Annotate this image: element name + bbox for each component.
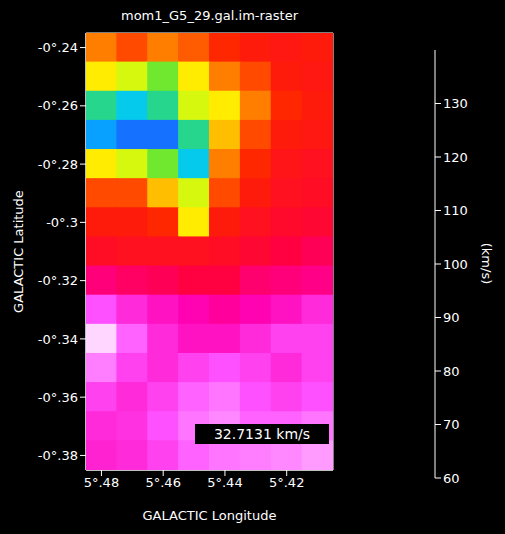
svg-text:-0°.38: -0°.38 — [38, 448, 78, 463]
svg-text:-0°.36: -0°.36 — [38, 390, 78, 405]
svg-text:60: 60 — [443, 471, 460, 486]
svg-text:130: 130 — [443, 96, 468, 111]
svg-text:5°.46: 5°.46 — [145, 475, 180, 490]
svg-text:90: 90 — [443, 310, 460, 325]
svg-text:5°.48: 5°.48 — [84, 475, 119, 490]
html-text:mom1_G5_29.gal.im-raster: mom1_G5_29.gal.im-raster — [121, 8, 298, 23]
svg-text:-0°.24: -0°.24 — [38, 40, 78, 55]
svg-text:120: 120 — [443, 150, 468, 165]
svg-text:100: 100 — [443, 257, 468, 272]
html-text:GALACTIC Latitude: GALACTIC Latitude — [10, 189, 26, 313]
html-text:(km/s): (km/s) — [478, 242, 494, 285]
svg-text:70: 70 — [443, 417, 460, 432]
html-text:GALACTIC Longitude: GALACTIC Longitude — [142, 508, 277, 523]
svg-text:80: 80 — [443, 364, 460, 379]
html-text:32.7131 km/s: 32.7131 km/s — [213, 426, 310, 442]
svg-text:-0°.3: -0°.3 — [46, 215, 78, 230]
svg-text:5°.44: 5°.44 — [207, 475, 242, 490]
svg-text:-0°.26: -0°.26 — [38, 98, 78, 113]
svg-text:110: 110 — [443, 203, 468, 218]
svg-text:-0°.32: -0°.32 — [38, 273, 78, 288]
svg-text:5°.42: 5°.42 — [269, 475, 304, 490]
svg-text:-0°.34: -0°.34 — [38, 332, 78, 347]
svg-text:-0°.28: -0°.28 — [38, 157, 78, 172]
